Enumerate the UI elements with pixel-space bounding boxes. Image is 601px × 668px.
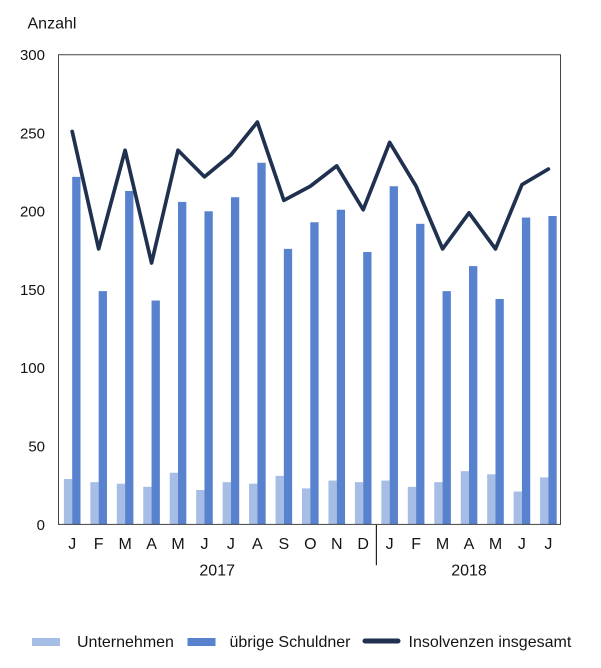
svg-text:A: A — [464, 536, 475, 553]
svg-text:M: M — [489, 536, 502, 553]
svg-text:J: J — [386, 536, 394, 553]
svg-text:J: J — [544, 536, 552, 553]
svg-text:O: O — [304, 536, 316, 553]
svg-text:M: M — [436, 536, 449, 553]
svg-text:Unternehmen: Unternehmen — [77, 634, 174, 651]
svg-text:M: M — [118, 536, 131, 553]
svg-text:A: A — [252, 536, 263, 553]
svg-text:F: F — [411, 536, 421, 553]
svg-text:J: J — [68, 536, 76, 553]
svg-text:J: J — [200, 536, 208, 553]
svg-text:50: 50 — [28, 439, 45, 456]
svg-text:übrige Schuldner: übrige Schuldner — [230, 634, 352, 651]
svg-text:N: N — [331, 536, 343, 553]
svg-text:J: J — [227, 536, 235, 553]
svg-text:0: 0 — [37, 517, 45, 534]
svg-text:S: S — [279, 536, 290, 553]
svg-text:2018: 2018 — [451, 563, 487, 580]
svg-text:D: D — [357, 536, 369, 553]
svg-text:Anzahl: Anzahl — [28, 16, 77, 33]
svg-text:300: 300 — [20, 47, 45, 64]
svg-text:M: M — [171, 536, 184, 553]
svg-text:250: 250 — [20, 125, 45, 142]
svg-text:A: A — [146, 536, 157, 553]
svg-text:F: F — [94, 536, 104, 553]
svg-text:100: 100 — [20, 360, 45, 377]
svg-text:2017: 2017 — [199, 563, 235, 580]
svg-text:150: 150 — [20, 282, 45, 299]
svg-text:J: J — [518, 536, 526, 553]
svg-text:Insolvenzen insgesamt: Insolvenzen insgesamt — [409, 634, 572, 651]
svg-text:200: 200 — [20, 204, 45, 221]
